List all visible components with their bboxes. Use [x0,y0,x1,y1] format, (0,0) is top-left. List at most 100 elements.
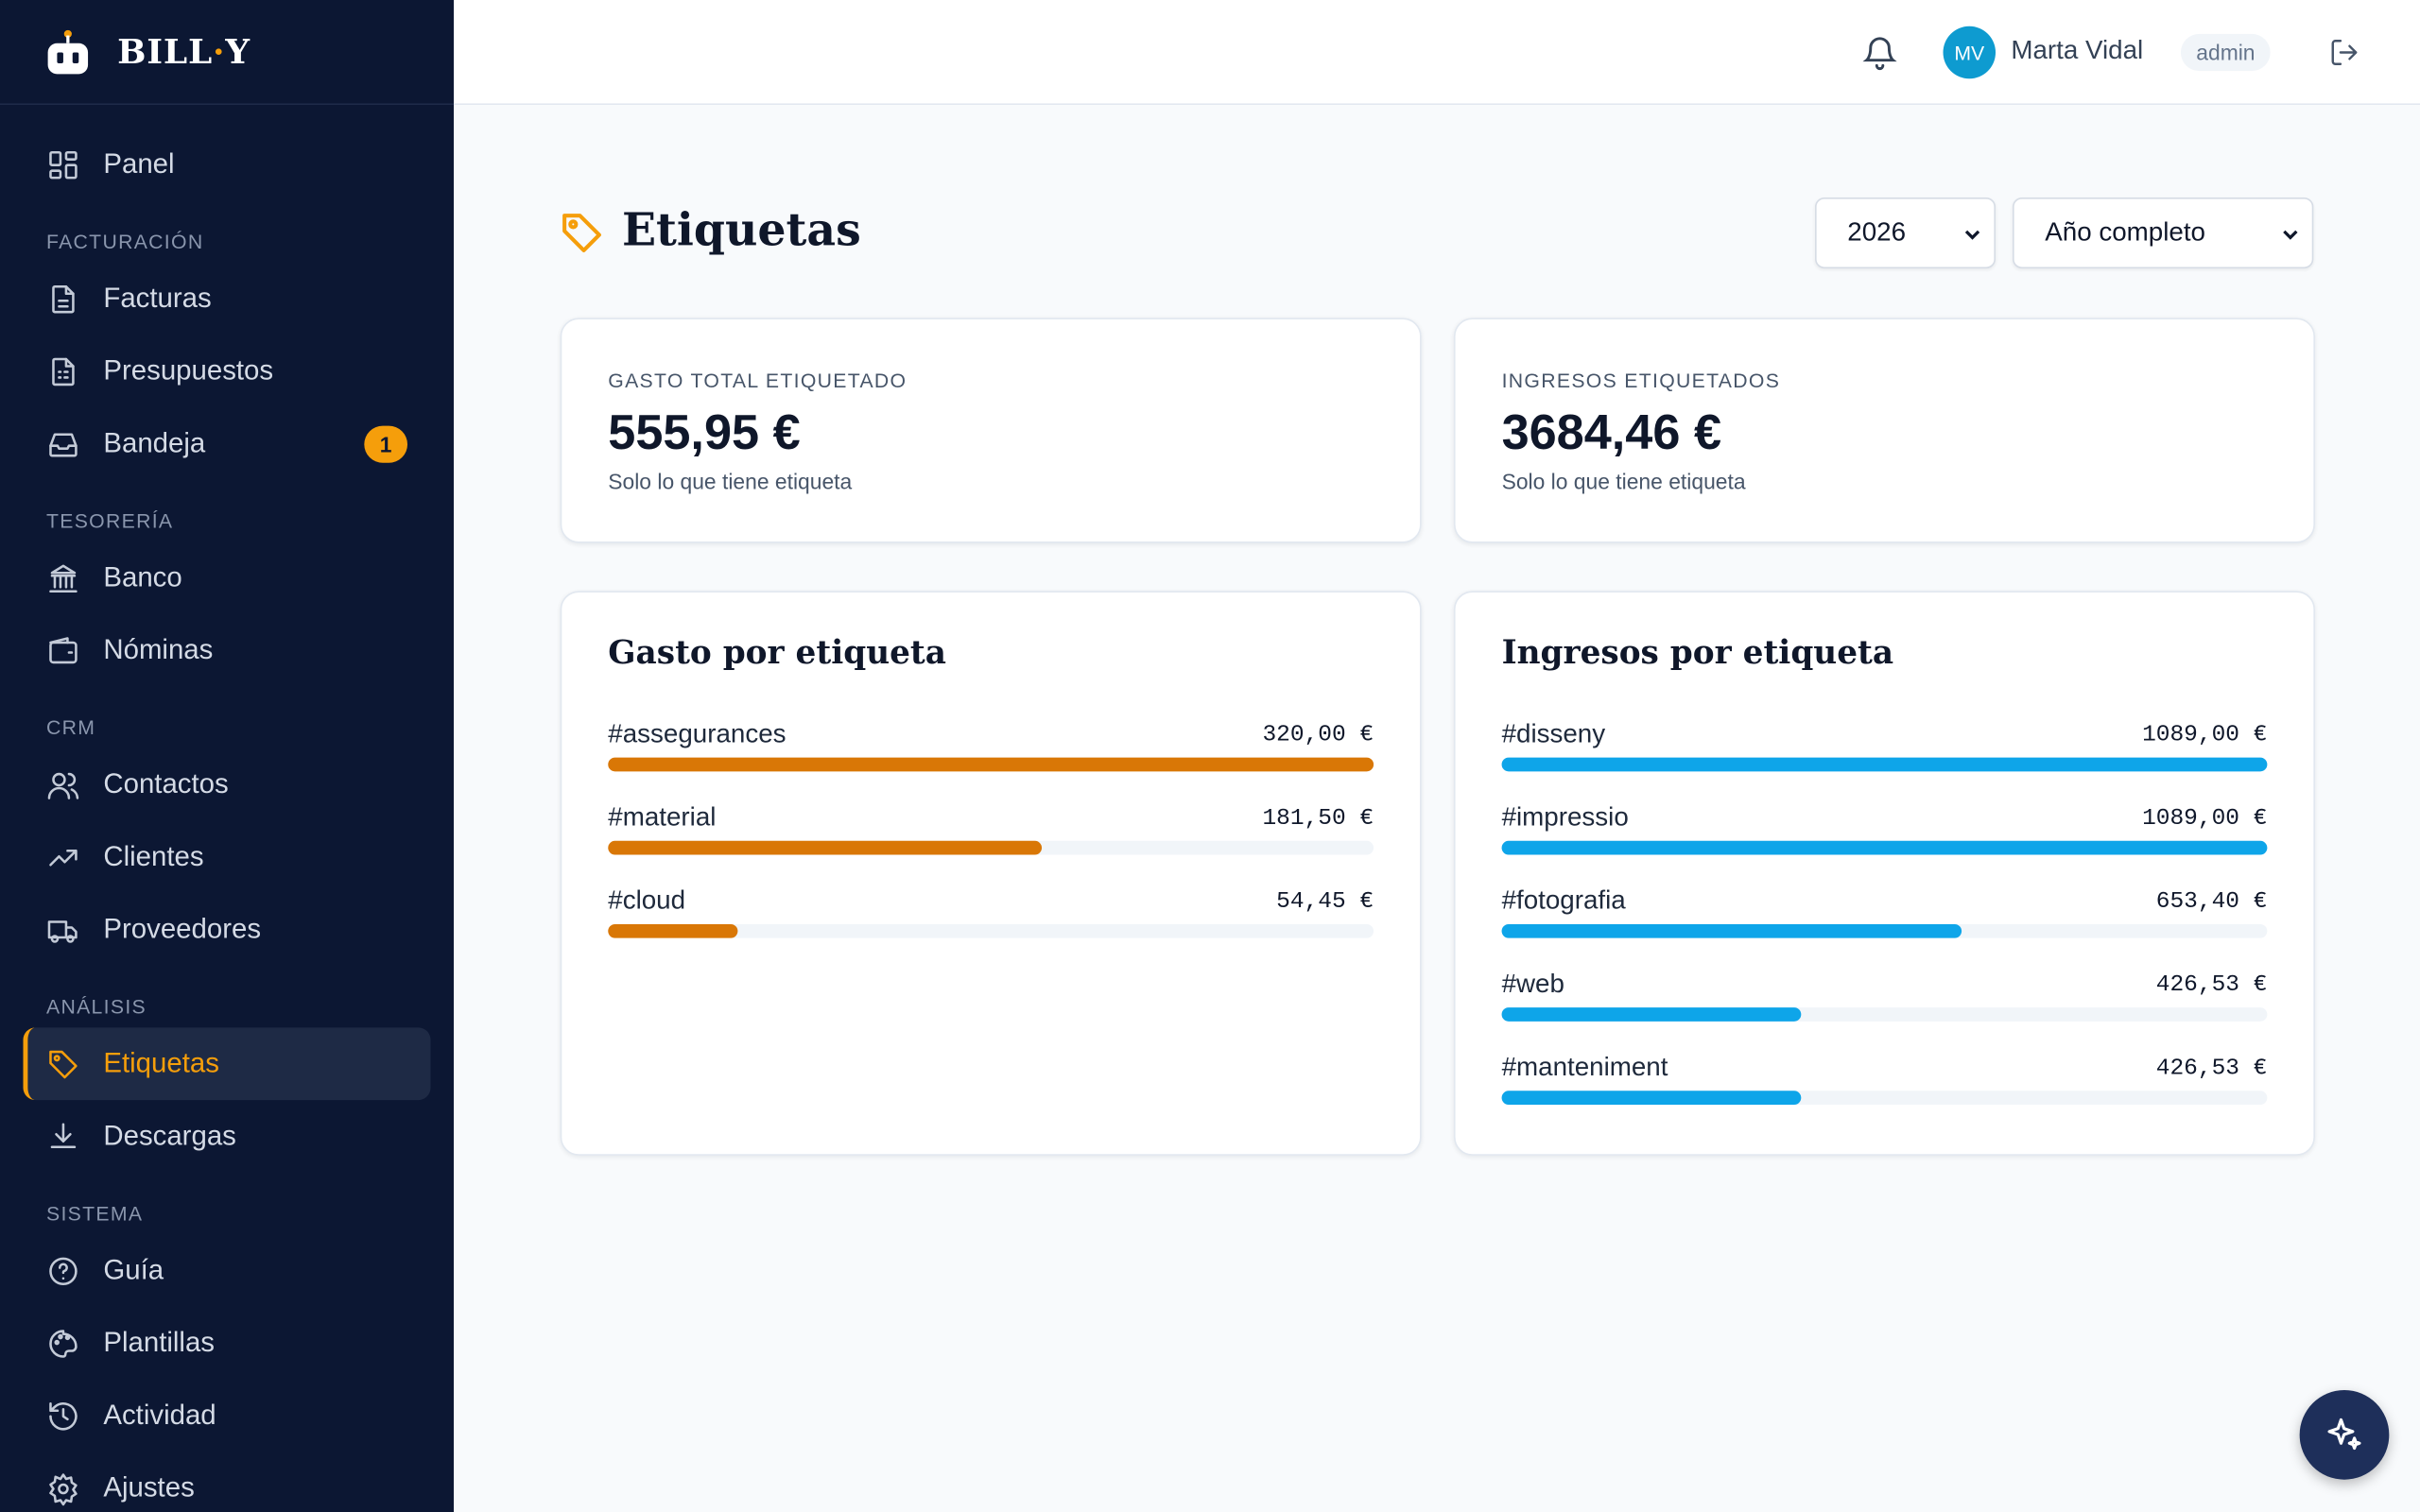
nav-item[interactable]: Panel [23,129,430,201]
brand-left: BILL [117,31,214,72]
page-title: Etiquetas [621,203,861,257]
bar-track [1501,1091,2268,1105]
tag-amount: 426,53 € [2155,971,2268,999]
nav-icon [49,1472,78,1505]
tag-amount: 1089,00 € [2142,805,2268,832]
logo-icon [47,29,89,74]
breakdown-card: Gasto por etiqueta #assegurances 320,00 € #… [560,591,1422,1156]
nav-section: ANÁLISIS [45,995,147,1019]
nav-label: Facturas [103,282,212,314]
tag-row: #impressio 1089,00 € [1501,801,2268,880]
nav-label: Banco [103,561,182,593]
year-select[interactable]: 2026 [1814,197,1996,269]
year-value: 2026 [1847,217,1907,248]
avatar[interactable]: MV [1943,26,1996,79]
nav-icon [49,1049,78,1078]
bar-track [1501,923,2268,938]
nav-icon [50,1122,77,1148]
tag-name: #disseny [1501,718,1606,748]
bar-track [608,923,1374,938]
tag-amount: 1089,00 € [2142,722,2268,748]
tag-name: #material [608,801,717,832]
tag-amount: 426,53 € [2155,1055,2268,1082]
nav-section: CRM [45,715,96,740]
tag-row: #web 426,53 € [1501,969,2268,1046]
nav-item[interactable]: Contactos [23,748,430,821]
summary-label: INGRESOS ETIQUETADOS [1501,369,1781,392]
summary-note: Solo lo que tiene etiqueta [608,469,853,494]
tag-amount: 653,40 € [2155,888,2268,916]
nav-label: Plantillas [103,1327,216,1358]
nav-item[interactable]: Banco [23,541,430,614]
nav-item[interactable]: Nóminas [23,614,430,687]
tag-name: #assegurances [608,718,786,748]
brand: BILL·Y [117,31,251,71]
bar [1501,1007,1802,1022]
nav-label: Panel [103,147,175,180]
tag-row: #material 181,50 € [608,802,1374,880]
nav-item[interactable]: Facturas [23,263,430,335]
tag-row: #fotografia 653,40 € [1501,885,2268,963]
nav-label: Actividad [103,1399,216,1431]
summary-card: GASTO TOTAL ETIQUETADO 555,95 € Solo lo qu… [560,318,1422,543]
nav-item[interactable]: Actividad [23,1380,430,1452]
notifications[interactable] [1861,34,1898,71]
bar-track [608,757,1374,772]
bar-track [1501,840,2268,855]
nav-item[interactable]: Etiquetas [23,1027,431,1101]
nav-item[interactable]: Presupuestos [23,335,430,407]
bar-track [608,840,1374,855]
bar-track [1501,757,2268,772]
period-value: Año completo [2045,217,2205,248]
tag-name: #web [1501,969,1564,999]
nav-badge: 1 [364,424,408,462]
nav-item[interactable]: Bandeja 1 [23,407,430,480]
nav-label: Contactos [103,768,229,799]
nav-label: Guía [103,1254,164,1285]
nav-icon [49,849,78,866]
tag-row: #disseny 1089,00 € [1501,718,2268,797]
nav-item[interactable]: Proveedores [23,893,430,966]
bar [1501,923,1962,938]
summary-card: INGRESOS ETIQUETADOS 3684,46 € Solo lo que… [1453,318,2315,543]
nav-item[interactable]: Clientes [23,821,430,894]
nav-label: Etiquetas [103,1047,219,1079]
tag-name: #impressio [1501,801,1629,832]
tag-row: #manteniment 426,53 € [1501,1052,2268,1129]
nav-label: Nóminas [103,634,214,665]
chevron [2283,230,2298,240]
summary-note: Solo lo que tiene etiqueta [1501,469,1746,494]
nav-item[interactable]: Guía [23,1234,430,1307]
bar [1501,1091,1802,1105]
brand-right: Y [225,31,251,72]
tag-amount: 181,50 € [1262,805,1374,832]
nav-label: Presupuestos [103,354,274,387]
nav-label: Bandeja [103,427,206,458]
breakdown-title: Gasto por etiqueta [608,632,946,672]
breakdown-card: Ingresos por etiqueta #disseny 1089,00 € #i… [1453,591,2315,1156]
summary-label: GASTO TOTAL ETIQUETADO [608,369,908,392]
tag-name: #fotografia [1501,885,1626,916]
bar [1501,840,2268,855]
role-badge: admin [2180,33,2271,72]
nav-label: Clientes [103,840,204,872]
chevron [1964,230,1980,240]
nav-item[interactable]: Descargas [23,1100,430,1173]
nav-icon [49,1329,78,1357]
sparkle-icon [2327,1418,2361,1451]
nav-item[interactable]: Plantillas [23,1307,430,1380]
nav-icon [47,919,78,942]
tag-row: #cloud 54,45 € [608,885,1374,963]
summary-amount: 3684,46 € [1501,404,1721,460]
period-select[interactable]: Año completo [2012,197,2314,269]
nav-item[interactable]: Ajustes [23,1452,430,1512]
logout[interactable] [2329,37,2360,68]
logo[interactable]: BILL·Y [0,0,454,106]
tag-name: #manteniment [1501,1052,1668,1082]
assistant-button[interactable] [2299,1390,2390,1480]
sidebar: BILL·Y Panel FACTURACIÓN Facturas Presupues… [0,0,454,1512]
summary-amount: 555,95 € [608,404,801,460]
